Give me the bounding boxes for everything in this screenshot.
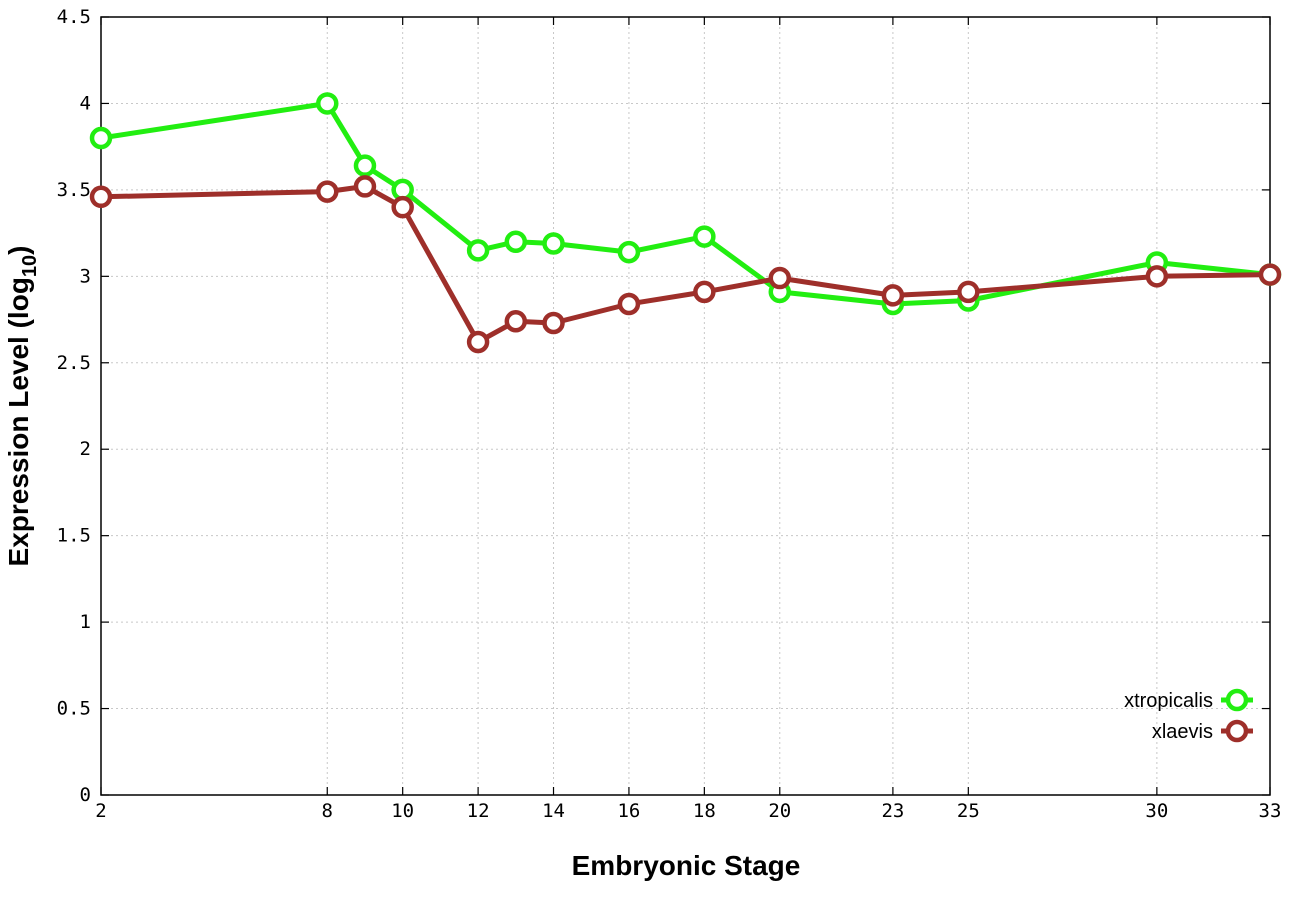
series-line-xlaevis [100,183,1271,345]
y-tick-label: 0 [80,784,91,806]
data-point-xlaevis [881,284,905,307]
data-point-xtropicalis [542,232,565,255]
series-layer [89,92,1282,354]
x-tick-label: 16 [617,800,640,822]
series-line-xtropicalis [100,100,1271,307]
legend-entry-xlaevis: xlaevis [1152,719,1253,743]
legend-entry-xtropicalis: xtropicalis [1124,688,1253,712]
x-axis: 2 8 10 12 14 16 18 20 23 25 30 33 [95,17,1281,822]
y-tick-label: 2.5 [57,352,91,374]
data-point-xlaevis [542,311,565,335]
x-tick-label: 2 [95,800,106,822]
y-axis: 0 0.5 1 1.5 2 2.5 3 3.5 4 4.5 [57,6,1270,806]
x-tick-label: 18 [693,800,716,822]
y-axis-title: Expression Level (log10) [3,246,41,567]
grid-lines [100,16,1271,796]
y-tick-label: 3.5 [57,179,91,201]
x-axis-title: Embryonic Stage [572,850,801,881]
y-tick-label: 3 [80,265,91,287]
data-point-xlaevis [466,330,490,354]
data-point-xtropicalis [89,126,113,150]
y-tick-label: 1 [80,611,91,633]
y-tick-label: 4.5 [57,6,91,28]
y-tick-label: 1.5 [57,525,91,547]
legend-label-xtropicalis: xtropicalis [1124,690,1213,712]
data-point-xlaevis [89,185,113,209]
data-point-xlaevis [504,310,528,333]
data-point-xtropicalis [466,239,490,262]
data-point-xtropicalis [693,225,716,248]
x-tick-label: 10 [391,800,414,822]
x-tick-label: 12 [467,800,490,822]
data-point-xlaevis [957,280,980,304]
x-tick-label: 8 [322,800,333,822]
plot-border [100,16,1271,796]
x-tick-label: 23 [881,800,904,822]
y-tick-label: 2 [80,438,91,460]
x-tick-label: 25 [957,800,980,822]
data-point-xlaevis [353,175,377,198]
data-point-xlaevis [1145,265,1169,288]
y-tick-label: 0.5 [57,698,91,720]
data-point-xlaevis [617,292,641,316]
data-point-xtropicalis [316,92,339,115]
data-point-xtropicalis [353,154,377,177]
y-axis-title-main: Expression Level (log [3,277,34,566]
data-point-xtropicalis [617,240,641,264]
data-point-xlaevis [316,180,339,203]
x-tick-label: 14 [542,800,565,822]
data-point-xlaevis [693,280,716,304]
x-tick-label: 20 [768,800,791,822]
data-point-xtropicalis [504,230,528,254]
y-tick-label: 4 [80,92,91,114]
data-point-xlaevis [391,195,414,219]
legend-label-xlaevis: xlaevis [1152,721,1213,743]
x-tick-label: 33 [1259,800,1282,822]
y-axis-title-subscript: 10 [19,255,41,277]
series-xlaevis [89,175,1282,354]
legend-marker-xlaevis [1225,719,1249,743]
legend: xtropicalis xlaevis [1124,688,1253,743]
data-point-xlaevis [768,266,792,290]
y-axis-title-close: ) [3,246,34,255]
legend-marker-xtropicalis [1225,688,1249,712]
data-point-xlaevis [1258,263,1282,286]
x-tick-label: 30 [1145,800,1168,822]
